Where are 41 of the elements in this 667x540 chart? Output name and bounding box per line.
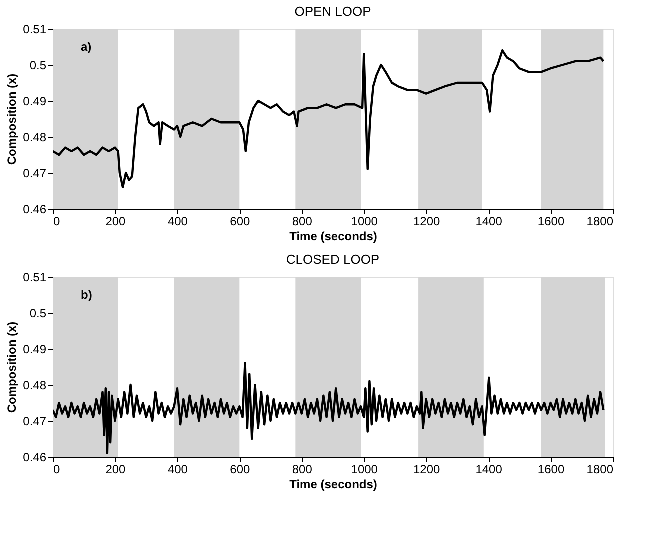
x-tick-label: 600 — [230, 462, 250, 476]
y-tick-label: 0.46 — [23, 450, 47, 464]
y-tick-label: 0.5 — [30, 306, 47, 320]
y-tick-label: 0.47 — [23, 414, 47, 428]
x-tick-label: 400 — [168, 462, 188, 476]
x-tick-label: 1600 — [538, 214, 565, 228]
y-axis-title: Composition (x) — [5, 74, 20, 166]
y-tick-label: 0.49 — [23, 94, 47, 108]
y-tick-label: 0.51 — [23, 22, 47, 36]
y-tick-label: 0.48 — [23, 378, 47, 392]
chart-title: OPEN LOOP — [294, 4, 372, 19]
x-tick-label: 400 — [168, 214, 188, 228]
chart-title: CLOSED LOOP — [286, 252, 380, 267]
y-tick-label: 0.49 — [23, 342, 47, 356]
x-tick-label: 1400 — [476, 214, 503, 228]
x-tick-label: 1200 — [413, 214, 441, 228]
y-tick-label: 0.51 — [23, 270, 47, 284]
x-tick-label: 1400 — [476, 462, 503, 476]
x-tick-label: 800 — [292, 214, 313, 228]
y-tick-label: 0.5 — [30, 58, 47, 72]
x-tick-label: 200 — [106, 214, 126, 228]
x-axis-title: Time (seconds) — [290, 230, 378, 244]
x-tick-label: 200 — [106, 462, 126, 476]
x-tick-label: 1200 — [413, 462, 441, 476]
y-tick-label: 0.47 — [23, 166, 47, 180]
y-axis-title: Composition (x) — [5, 322, 20, 414]
x-tick-label: 1000 — [351, 462, 378, 476]
x-tick-label: 0 — [54, 462, 60, 476]
annotation: a) — [81, 40, 92, 54]
x-tick-label: 1600 — [538, 462, 565, 476]
x-tick-label: 800 — [292, 462, 313, 476]
x-tick-label: 1000 — [351, 214, 378, 228]
x-tick-label: 1800 — [586, 462, 614, 476]
x-tick-label: 600 — [230, 214, 250, 228]
x-tick-label: 0 — [54, 214, 60, 228]
y-tick-label: 0.48 — [23, 130, 47, 144]
y-tick-label: 0.46 — [23, 202, 47, 216]
x-axis-title: Time (seconds) — [290, 478, 378, 492]
line-series — [53, 362, 605, 454]
annotation: b) — [81, 288, 92, 302]
x-tick-label: 1800 — [586, 214, 614, 228]
